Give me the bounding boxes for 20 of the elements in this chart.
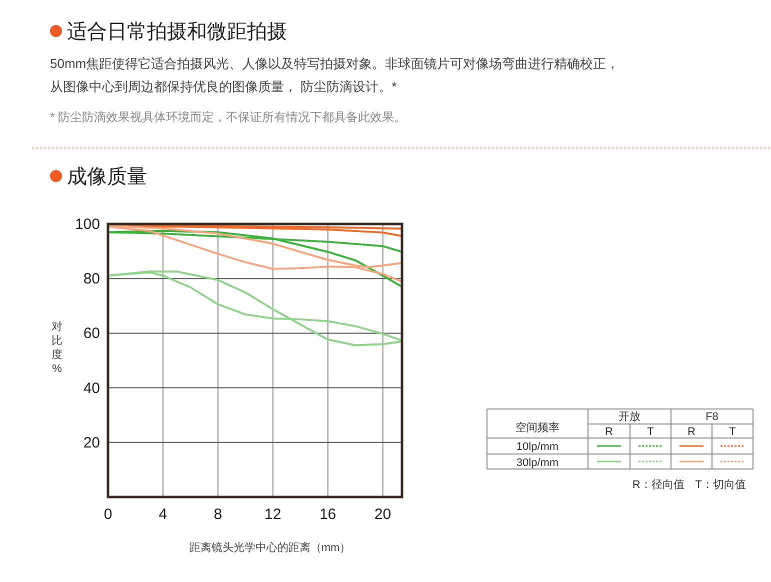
x-axis-title: 距离镜头光学中心的距离（mm）: [189, 541, 351, 554]
chart-title: 成像质量: [67, 166, 147, 188]
y-axis-title: 对比度%: [52, 320, 62, 375]
y-tick-label: 60: [83, 325, 100, 342]
y-tick-label: 40: [83, 380, 100, 397]
text: 从图像中心到周边都保持优良的图像质量， 防尘防滴设计。*: [50, 79, 397, 94]
x-tick-label: 0: [104, 506, 112, 523]
y-tick-label: 80: [83, 270, 100, 288]
x-tick-label: 4: [158, 506, 168, 523]
text: 适合日常拍摄和微距拍摄: [67, 21, 287, 43]
x-tick-label: 12: [264, 506, 282, 523]
text: * 防尘防滴效果视具体环境而定，不保证所有情况下都具备此效果。: [50, 110, 406, 124]
x-tick-label: 16: [319, 506, 336, 523]
text: R：径向值 T：切向值: [632, 478, 746, 491]
y-tick-label: 20: [83, 434, 100, 452]
x-tick-label: 8: [214, 506, 222, 523]
legend-table: 空间频率 开放 F8 R T R T 10lp/mm 30lp/mm: [486, 408, 754, 470]
x-tick-label: 20: [374, 506, 392, 523]
y-tick-label: 100: [74, 216, 100, 233]
text: 50mm焦距使得它适合拍摄风光、人像以及特写拍摄对象。非球面镜片可对像场弯曲进行精确校正，: [50, 56, 620, 71]
